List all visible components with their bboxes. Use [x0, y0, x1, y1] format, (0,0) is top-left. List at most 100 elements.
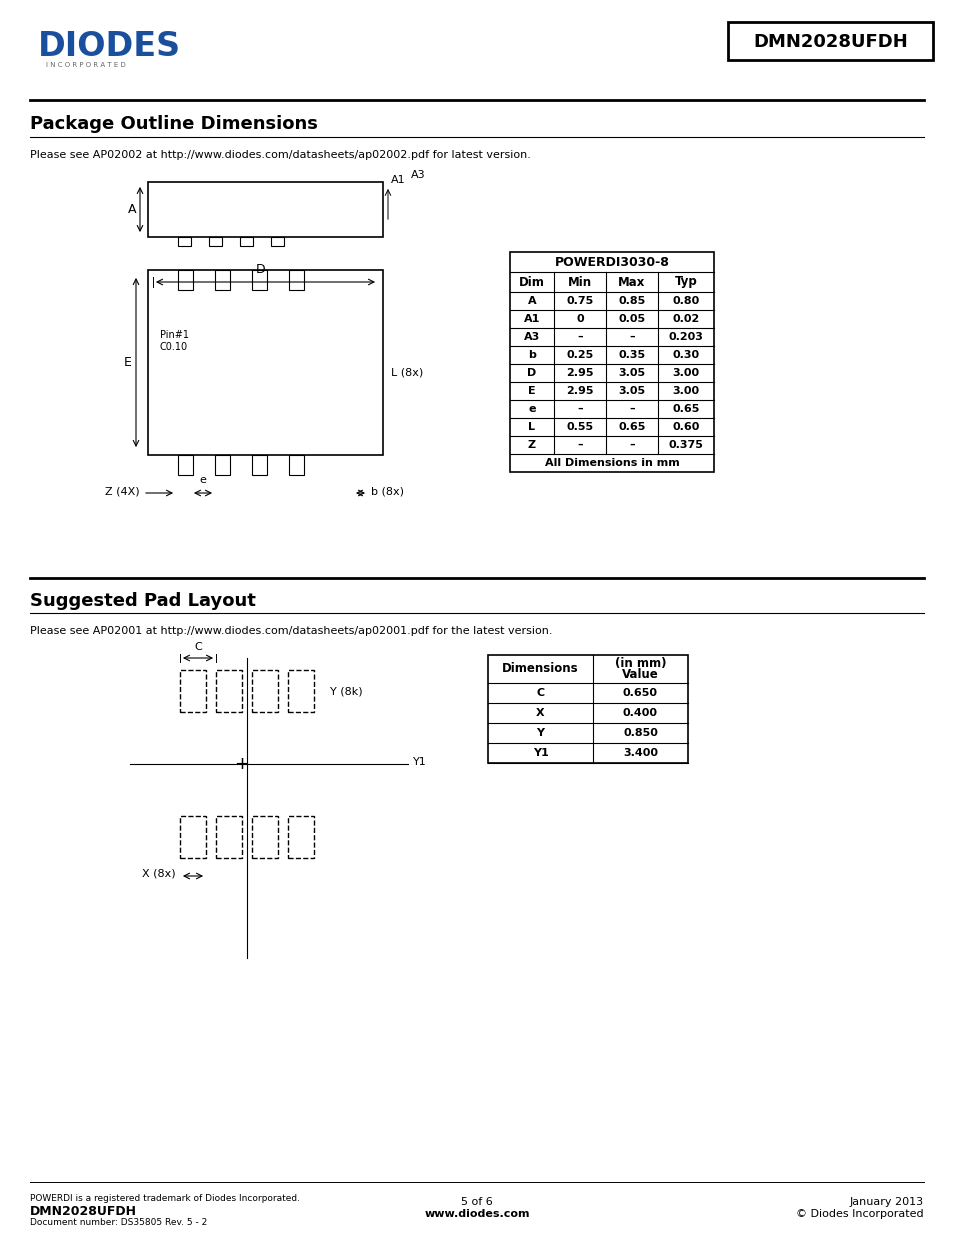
Text: www.diodes.com: www.diodes.com [424, 1209, 529, 1219]
Text: All Dimensions in mm: All Dimensions in mm [544, 458, 679, 468]
Text: 0.35: 0.35 [618, 350, 645, 359]
Text: (in mm): (in mm) [614, 657, 665, 671]
Text: 0.25: 0.25 [566, 350, 593, 359]
Text: Z (4X): Z (4X) [105, 487, 140, 496]
Text: Pin#1
C0.10: Pin#1 C0.10 [160, 330, 189, 352]
Text: –: – [577, 440, 582, 450]
Text: 3.00: 3.00 [672, 387, 699, 396]
Text: 0.60: 0.60 [672, 422, 699, 432]
Bar [271, 237, 284, 246]
Text: D: D [255, 263, 265, 275]
Bar [252, 270, 267, 290]
Text: 0.55: 0.55 [566, 422, 593, 432]
Text: Dimensions: Dimensions [501, 662, 578, 676]
Text: Please see AP02001 at http://www.diodes.com/datasheets/ap02001.pdf for the lates: Please see AP02001 at http://www.diodes.… [30, 626, 552, 636]
Bar [180, 671, 206, 713]
Bar [148, 270, 382, 454]
Text: 0.80: 0.80 [672, 296, 699, 306]
Text: A1: A1 [391, 175, 405, 185]
Bar [288, 816, 314, 858]
Text: –: – [629, 332, 634, 342]
Text: 0.850: 0.850 [622, 727, 658, 739]
Text: POWERDI is a registered trademark of Diodes Incorporated.: POWERDI is a registered trademark of Dio… [30, 1194, 299, 1203]
Text: E: E [528, 387, 536, 396]
Text: Please see AP02002 at http://www.diodes.com/datasheets/ap02002.pdf for latest ve: Please see AP02002 at http://www.diodes.… [30, 149, 530, 161]
Text: –: – [577, 332, 582, 342]
Text: Y1: Y1 [532, 748, 548, 758]
Text: 0.02: 0.02 [672, 314, 699, 324]
Text: L: L [528, 422, 535, 432]
Text: 0.30: 0.30 [672, 350, 699, 359]
Text: C: C [536, 688, 544, 698]
Text: POWERDI3030-8: POWERDI3030-8 [554, 256, 669, 268]
Text: 0.65: 0.65 [618, 422, 645, 432]
Bar [727, 22, 932, 61]
Text: January 2013: January 2013 [849, 1197, 923, 1207]
Bar [288, 671, 314, 713]
Bar [178, 454, 193, 475]
Text: Y (8k): Y (8k) [330, 685, 362, 697]
Text: b (8x): b (8x) [371, 487, 403, 496]
Bar [252, 816, 277, 858]
Text: A: A [527, 296, 536, 306]
Text: Document number: DS35805 Rev. 5 - 2: Document number: DS35805 Rev. 5 - 2 [30, 1218, 207, 1228]
Bar [209, 237, 222, 246]
Bar [510, 252, 713, 472]
Text: DIODES: DIODES [38, 30, 181, 63]
Bar [178, 270, 193, 290]
Text: 2.95: 2.95 [566, 368, 593, 378]
Text: e: e [199, 475, 206, 485]
Text: A3: A3 [523, 332, 539, 342]
Text: b: b [528, 350, 536, 359]
Text: Typ: Typ [674, 275, 697, 289]
Text: +: + [234, 755, 250, 773]
Text: A1: A1 [523, 314, 539, 324]
Text: 2.95: 2.95 [566, 387, 593, 396]
Bar [289, 454, 304, 475]
Text: 0.75: 0.75 [566, 296, 593, 306]
Text: 0.05: 0.05 [618, 314, 645, 324]
Bar [252, 454, 267, 475]
Text: 0.203: 0.203 [668, 332, 702, 342]
Text: 3.400: 3.400 [622, 748, 658, 758]
Text: DMN2028UFDH: DMN2028UFDH [752, 33, 907, 51]
Text: L (8x): L (8x) [391, 368, 423, 378]
Text: 0.85: 0.85 [618, 296, 645, 306]
Bar [488, 655, 687, 763]
Text: Dim: Dim [518, 275, 544, 289]
Text: 3.05: 3.05 [618, 387, 645, 396]
Text: Z: Z [527, 440, 536, 450]
Bar [252, 671, 277, 713]
Text: I N C O R P O R A T E D: I N C O R P O R A T E D [46, 62, 126, 68]
Bar [214, 454, 230, 475]
Text: Suggested Pad Layout: Suggested Pad Layout [30, 592, 255, 610]
Bar [148, 182, 382, 237]
Text: –: – [577, 404, 582, 414]
Text: A: A [128, 203, 136, 216]
Text: Y: Y [536, 727, 544, 739]
Text: 5 of 6: 5 of 6 [460, 1197, 493, 1207]
Text: E: E [124, 356, 132, 369]
Bar [215, 671, 242, 713]
Text: Y1: Y1 [413, 757, 426, 767]
Text: 0: 0 [576, 314, 583, 324]
Bar [240, 237, 253, 246]
Text: 0.375: 0.375 [668, 440, 702, 450]
Text: e: e [528, 404, 536, 414]
Text: 0.650: 0.650 [622, 688, 658, 698]
Bar [178, 237, 191, 246]
Text: Min: Min [567, 275, 592, 289]
Text: 3.05: 3.05 [618, 368, 645, 378]
Bar [289, 270, 304, 290]
Text: X (8x): X (8x) [142, 869, 175, 879]
Text: © Diodes Incorporated: © Diodes Incorporated [796, 1209, 923, 1219]
Bar [180, 816, 206, 858]
Bar [215, 816, 242, 858]
Text: X: X [536, 708, 544, 718]
Text: Value: Value [621, 667, 659, 680]
Text: 0.65: 0.65 [672, 404, 699, 414]
Text: Package Outline Dimensions: Package Outline Dimensions [30, 115, 317, 133]
Text: –: – [629, 404, 634, 414]
Text: D: D [527, 368, 536, 378]
Bar [214, 270, 230, 290]
